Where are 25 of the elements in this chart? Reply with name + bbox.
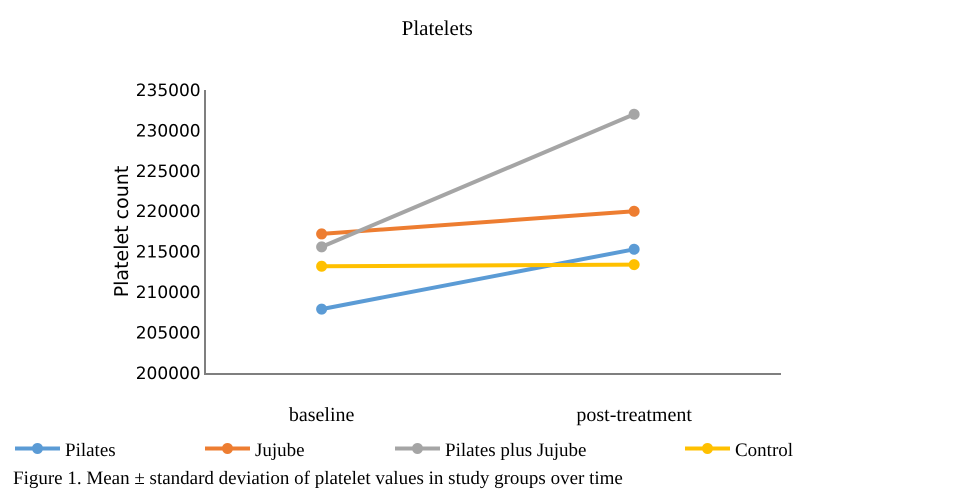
- point: [316, 260, 328, 272]
- y-tick-label: 205000: [136, 324, 201, 344]
- y-tick-label: 230000: [136, 121, 201, 142]
- point: [628, 259, 640, 270]
- y-tick-label: 220000: [136, 202, 201, 222]
- legend-label: Jujube: [255, 440, 305, 461]
- x-tick-label: post-treatment: [576, 404, 692, 426]
- y-tick-label: 210000: [136, 283, 201, 304]
- point: [316, 228, 328, 240]
- y-tick-label: 225000: [136, 162, 201, 182]
- chart-title: Platelets: [402, 16, 473, 40]
- point: [628, 206, 640, 217]
- x-tick-label: baseline: [288, 404, 355, 426]
- legend-label: Pilates plus Jujube: [445, 440, 586, 461]
- legend-label: Pilates: [65, 440, 116, 461]
- point: [316, 304, 328, 315]
- point: [316, 241, 328, 252]
- y-axis-title: Platelet count: [111, 166, 134, 298]
- y-tick-label: 200000: [136, 364, 201, 384]
- point: [628, 244, 640, 255]
- legend-label: Control: [735, 440, 794, 461]
- caption: Figure 1. Mean ± standard deviation of platelet values in study groups over time: [13, 468, 623, 489]
- y-tick-label: 215000: [136, 242, 201, 263]
- y-tick-label: 235000: [136, 80, 201, 101]
- point: [628, 108, 640, 120]
